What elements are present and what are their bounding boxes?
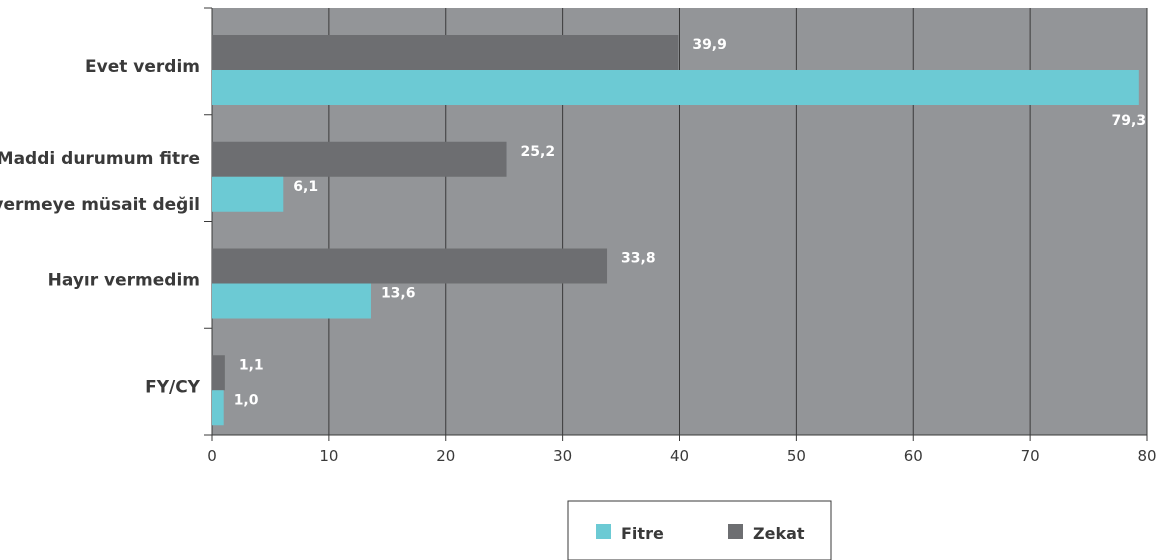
bar-fitre	[212, 390, 224, 426]
data-label-fitre: 6,1	[293, 179, 318, 195]
bar-zekat	[212, 141, 507, 177]
data-label-zekat: 25,2	[521, 144, 556, 160]
x-tick-label: 60	[904, 447, 923, 465]
bar-fitre	[212, 283, 371, 319]
category-label: Maddi durumum fitre	[0, 149, 200, 169]
bar-zekat	[212, 35, 679, 70]
data-label-fitre: 1,0	[234, 392, 259, 408]
legend-box	[567, 500, 832, 560]
bar-zekat	[212, 248, 608, 284]
bar-fitre	[212, 70, 1139, 105]
category-label: Evet verdim	[85, 57, 200, 77]
data-label-zekat: 1,1	[239, 357, 264, 373]
x-tick-label: 70	[1021, 447, 1040, 465]
legend-swatch	[728, 524, 743, 539]
category-label: FY/CY	[145, 377, 201, 397]
bar-zekat	[212, 355, 225, 391]
category-label: vermeye müsait değil	[0, 195, 200, 215]
data-label-zekat: 33,8	[621, 251, 656, 267]
x-tick-label: 80	[1137, 447, 1156, 465]
x-tick-label: 40	[670, 447, 689, 465]
data-label-fitre: 13,6	[381, 286, 416, 302]
legend-label: Fitre	[621, 524, 664, 543]
bar-fitre	[212, 176, 284, 212]
x-tick-label: 20	[436, 447, 455, 465]
x-tick-label: 10	[319, 447, 338, 465]
x-tick-label: 30	[553, 447, 572, 465]
category-label: Hayır vermedim	[48, 271, 200, 291]
data-label-fitre: 79,3	[1112, 113, 1147, 129]
x-tick-label: 0	[207, 447, 217, 465]
legend-swatch	[596, 524, 611, 539]
legend-label: Zekat	[753, 524, 805, 543]
data-label-zekat: 39,9	[692, 37, 727, 53]
x-tick-label: 50	[787, 447, 806, 465]
